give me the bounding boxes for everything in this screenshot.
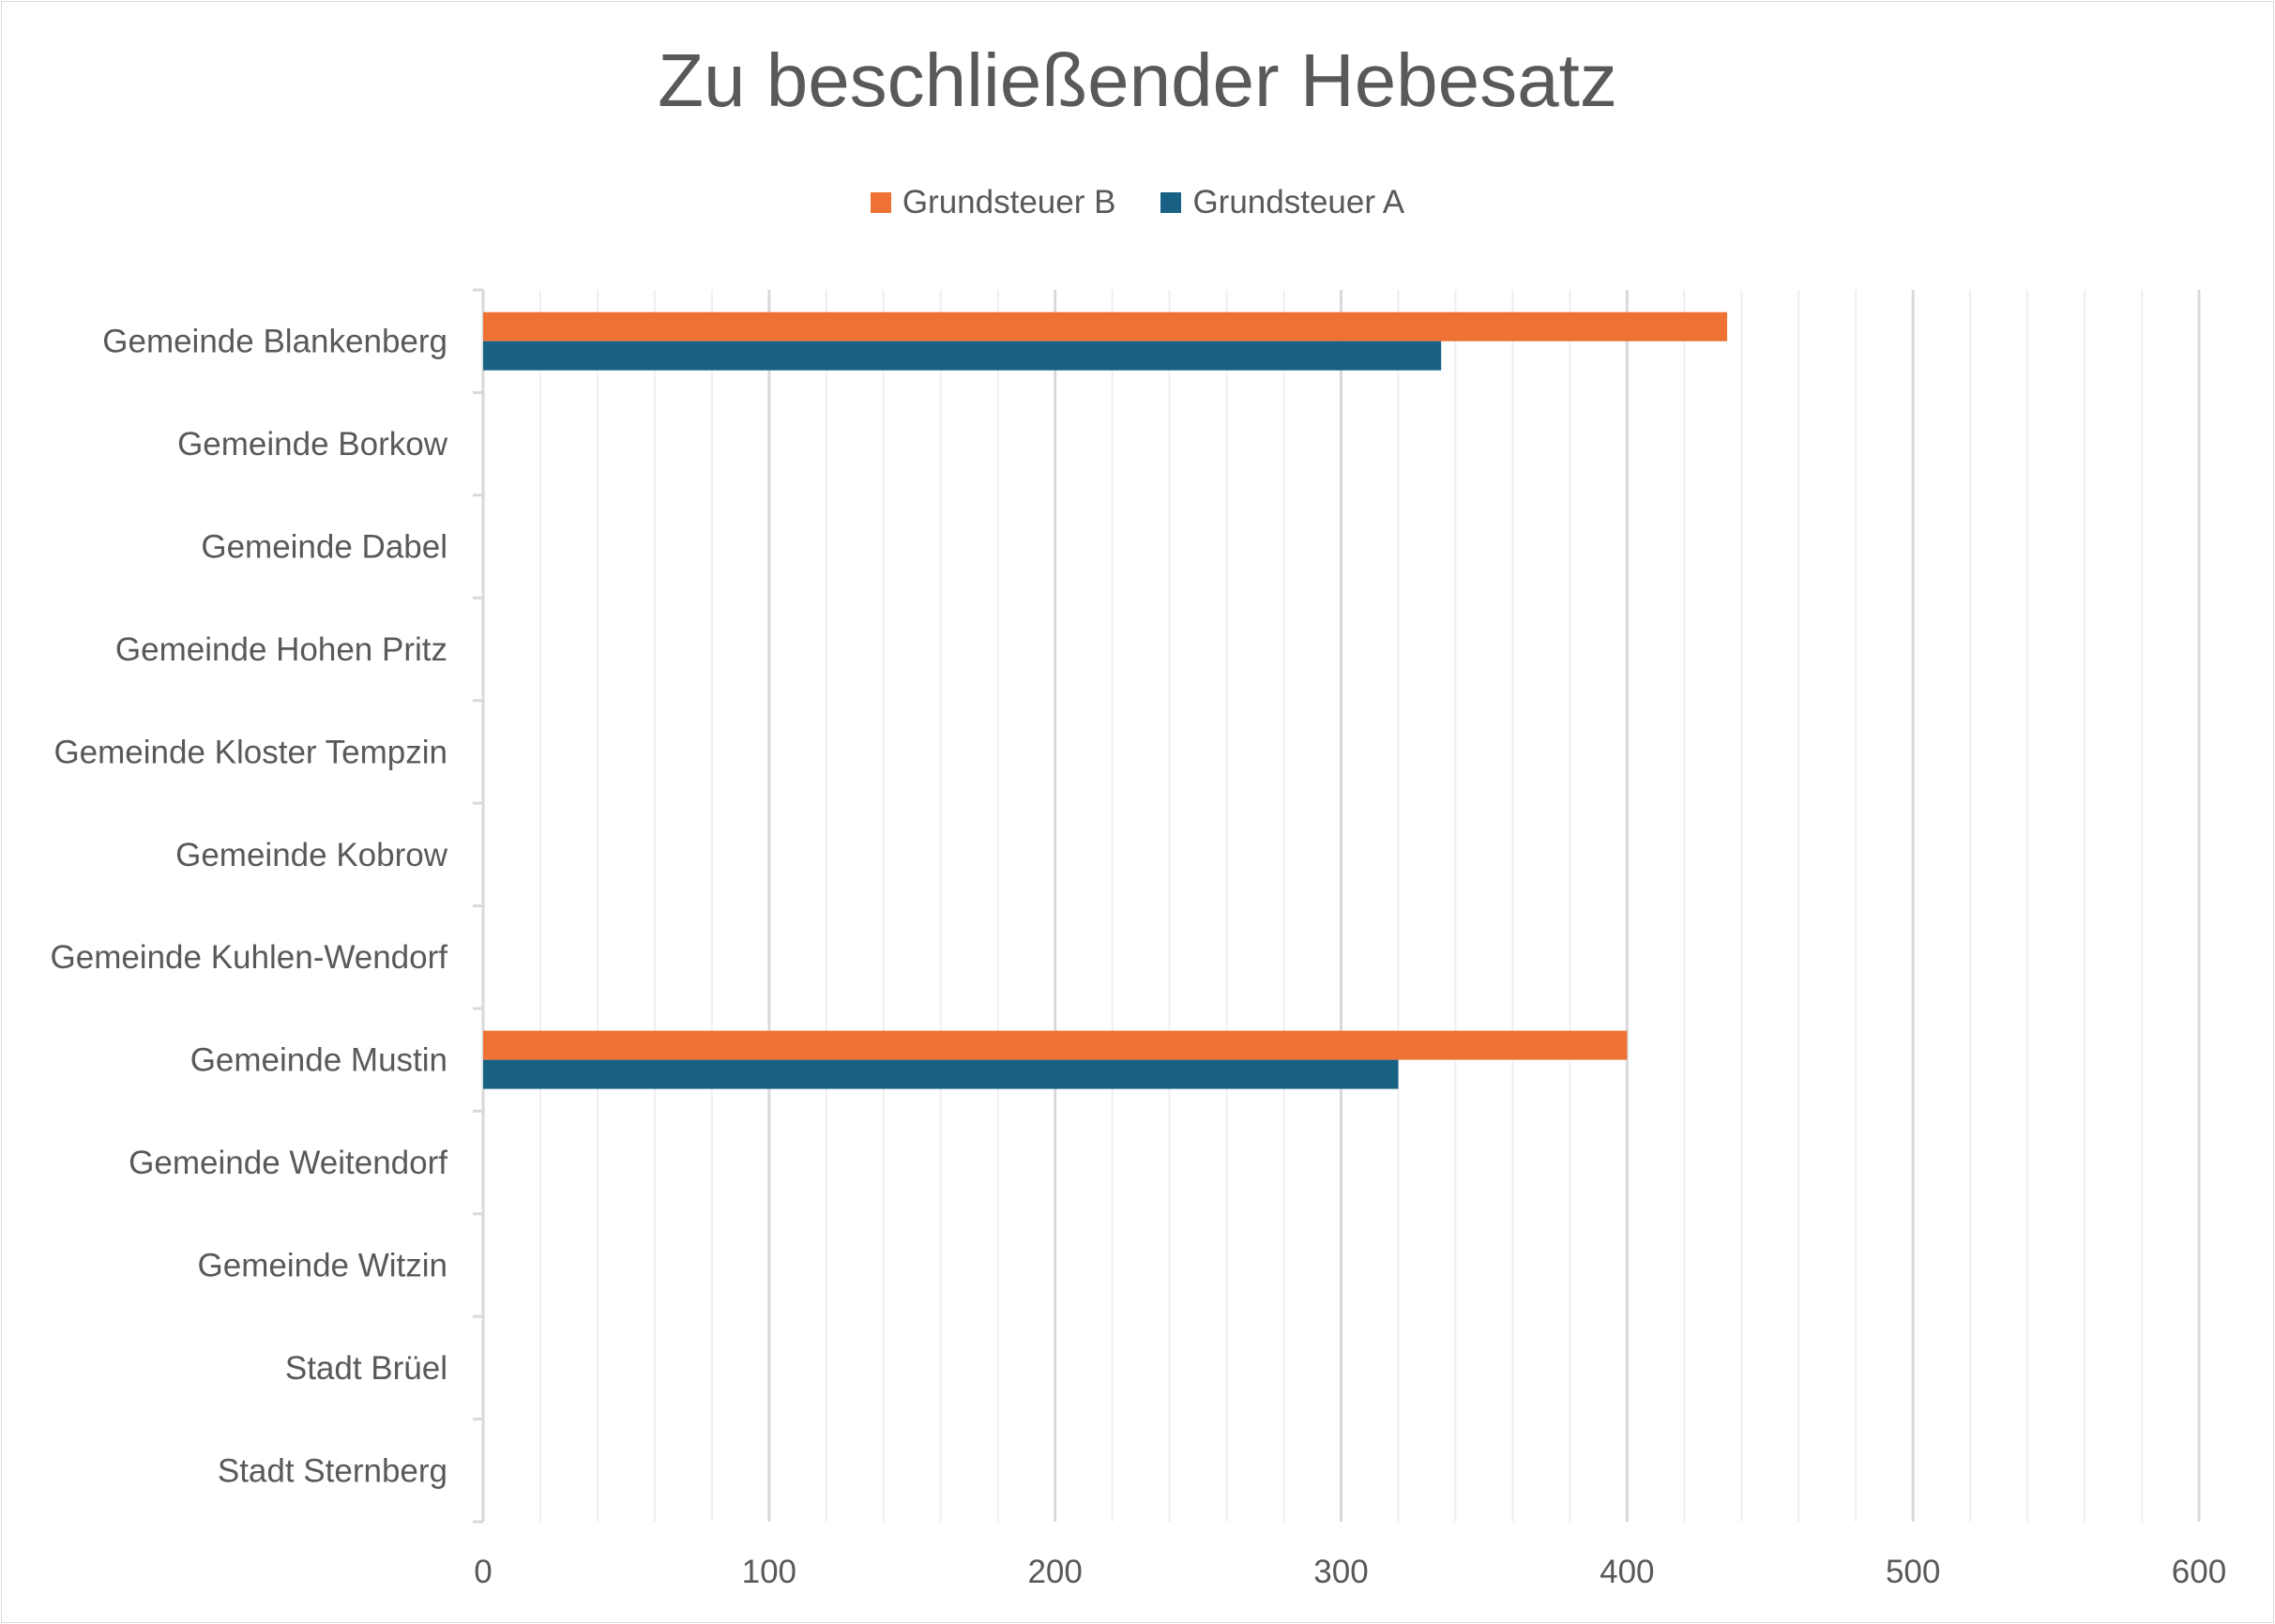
category-label: Gemeinde Weitendorf <box>129 1145 447 1181</box>
chart-title: Zu beschließender Hebesatz <box>658 38 1617 122</box>
x-tick-label: 100 <box>742 1554 796 1590</box>
legend-label-grundsteuer-b: Grundsteuer B <box>902 184 1116 220</box>
labels: 0 100 200 300 400 500 600 Gemeinde Blankenberg G… <box>51 324 2227 1590</box>
category-label: Gemeinde Blankenberg <box>102 324 447 360</box>
legend-label-grundsteuer-a: Grundsteuer A <box>1192 184 1405 220</box>
legend: Grundsteuer B Grundsteuer A <box>0 184 2275 221</box>
axes <box>473 288 485 1524</box>
category-label: Gemeinde Borkow <box>177 426 448 463</box>
bar-grundsteuer-b <box>483 311 1728 341</box>
legend-item-grundsteuer-a: Grundsteuer A <box>1160 184 1404 221</box>
category-label: Gemeinde Hohen Pritz <box>115 631 447 668</box>
category-label: Gemeinde Kobrow <box>175 837 448 873</box>
x-tick-label: 300 <box>1313 1554 1368 1590</box>
legend-swatch-grundsteuer-b <box>870 192 891 213</box>
category-label: Gemeinde Witzin <box>198 1247 447 1283</box>
category-label: Stadt Sternberg <box>218 1452 447 1489</box>
category-label: Gemeinde Dabel <box>201 529 447 566</box>
category-label: Gemeinde Kuhlen-Wendorf <box>51 939 448 976</box>
category-label: Stadt Brüel <box>285 1350 447 1387</box>
bar-grundsteuer-a <box>483 1059 1399 1089</box>
grid <box>538 290 2201 1522</box>
x-tick-label: 0 <box>474 1554 492 1590</box>
x-tick-label: 200 <box>1027 1554 1082 1590</box>
x-tick-label: 600 <box>2172 1554 2226 1590</box>
x-tick-label: 500 <box>1886 1554 1940 1590</box>
category-label: Gemeinde Mustin <box>190 1042 447 1079</box>
category-label: Gemeinde Kloster Tempzin <box>53 734 447 770</box>
bar-grundsteuer-a <box>483 341 1442 371</box>
bars <box>483 311 1728 1089</box>
bar-grundsteuer-b <box>483 1030 1628 1060</box>
legend-swatch-grundsteuer-a <box>1160 192 1182 213</box>
x-tick-label: 400 <box>1600 1554 1654 1590</box>
legend-item-grundsteuer-b: Grundsteuer B <box>870 184 1116 221</box>
